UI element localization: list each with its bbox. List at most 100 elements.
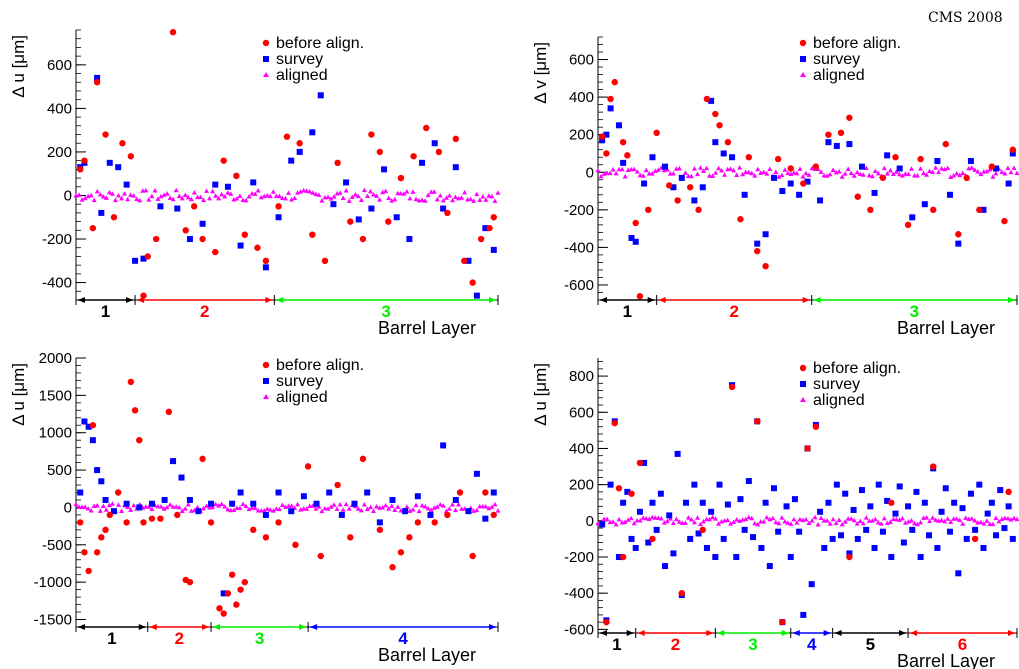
- before-point: [275, 519, 282, 526]
- survey-point: [980, 206, 987, 213]
- y-tick-label: 400: [569, 440, 594, 457]
- survey-point: [691, 481, 698, 488]
- survey-point: [208, 500, 215, 507]
- aligned-point: [984, 518, 990, 523]
- aligned-point: [340, 507, 346, 512]
- survey-point: [628, 235, 635, 242]
- survey-point: [770, 485, 777, 492]
- aligned-point: [809, 165, 815, 171]
- y-tick-label: 600: [569, 404, 594, 421]
- survey-point: [161, 496, 168, 503]
- aligned-point: [912, 520, 918, 526]
- survey-point: [942, 485, 949, 492]
- before-point: [136, 436, 143, 444]
- aligned-point: [851, 517, 857, 523]
- aligned-point: [282, 504, 288, 510]
- aligned-point: [1011, 165, 1017, 170]
- aligned-point: [704, 165, 710, 171]
- survey-point: [863, 526, 870, 533]
- aligned-point: [252, 505, 258, 511]
- aligned-series: [73, 187, 501, 203]
- survey-point: [115, 164, 122, 171]
- aligned-point: [993, 170, 999, 176]
- panel-4: -600 -400 -200 0 200 400 600 800 Δ u [μm] 1 2 3 4 5 6B…: [531, 358, 1019, 669]
- aligned-point: [896, 517, 902, 522]
- before-point: [963, 174, 970, 182]
- aligned-point: [746, 169, 752, 175]
- survey-point: [934, 544, 941, 551]
- aligned-point: [276, 506, 282, 512]
- survey-point: [951, 499, 958, 506]
- before-point: [812, 423, 820, 430]
- y-tick-label: -200: [42, 231, 72, 248]
- before-point: [296, 140, 303, 147]
- aligned-point: [993, 515, 999, 520]
- aligned-point: [316, 192, 322, 197]
- aligned-point: [443, 195, 449, 200]
- survey-point: [1009, 535, 1016, 542]
- survey-point: [804, 178, 811, 185]
- aligned-point: [88, 508, 94, 513]
- before-point: [385, 218, 392, 225]
- survey-point: [431, 140, 438, 147]
- aligned-point: [930, 515, 936, 520]
- aligned-point: [161, 506, 167, 511]
- survey-point: [846, 141, 853, 148]
- survey-point: [800, 611, 807, 618]
- aligned-point: [839, 174, 845, 179]
- aligned-point: [134, 196, 140, 202]
- aligned-point: [957, 517, 963, 523]
- before-point: [262, 534, 270, 541]
- layer-label: 3: [910, 302, 919, 321]
- aligned-point: [948, 519, 954, 524]
- survey-point: [955, 570, 962, 577]
- aligned-point: [890, 171, 896, 177]
- aligned-point: [325, 194, 331, 200]
- aligned-point: [797, 516, 803, 522]
- survey-point: [212, 181, 219, 188]
- aligned-point: [243, 503, 249, 509]
- survey-point: [699, 499, 706, 506]
- legend-marker-before: [262, 39, 270, 47]
- before-point: [220, 157, 227, 164]
- aligned-point: [483, 504, 489, 509]
- survey-point: [636, 508, 643, 515]
- before-point: [224, 590, 232, 597]
- before-point: [854, 193, 861, 200]
- aligned-point: [155, 503, 161, 509]
- survey-point: [376, 519, 383, 526]
- survey-point: [871, 544, 878, 551]
- before-point: [321, 257, 329, 265]
- aligned-point: [210, 504, 216, 510]
- aligned-point: [752, 173, 758, 178]
- aligned-point: [915, 173, 921, 178]
- survey-point: [343, 179, 350, 186]
- aligned-point: [73, 501, 79, 507]
- layer-arrow-head: [717, 630, 725, 636]
- aligned-point: [346, 198, 352, 203]
- aligned-point: [374, 193, 380, 198]
- y-tick-label: 1500: [39, 387, 72, 404]
- survey-point: [766, 563, 773, 570]
- survey-series: [599, 97, 1016, 247]
- aligned-point: [761, 169, 767, 175]
- aligned-point: [933, 165, 939, 170]
- survey-point: [615, 122, 622, 129]
- aligned-point: [854, 169, 860, 175]
- before-point: [186, 578, 194, 586]
- before-point: [879, 174, 887, 182]
- survey-point: [620, 159, 627, 166]
- before-point: [649, 535, 656, 543]
- before-point: [397, 174, 405, 182]
- aligned-point: [725, 517, 731, 523]
- aligned-point: [607, 170, 613, 176]
- aligned-point: [79, 197, 85, 202]
- survey-point: [909, 214, 916, 221]
- survey-point: [787, 554, 794, 561]
- before-point: [317, 552, 324, 560]
- before-point: [81, 157, 88, 164]
- aligned-point: [701, 168, 707, 174]
- aligned-point: [152, 188, 158, 193]
- survey-point: [368, 205, 375, 212]
